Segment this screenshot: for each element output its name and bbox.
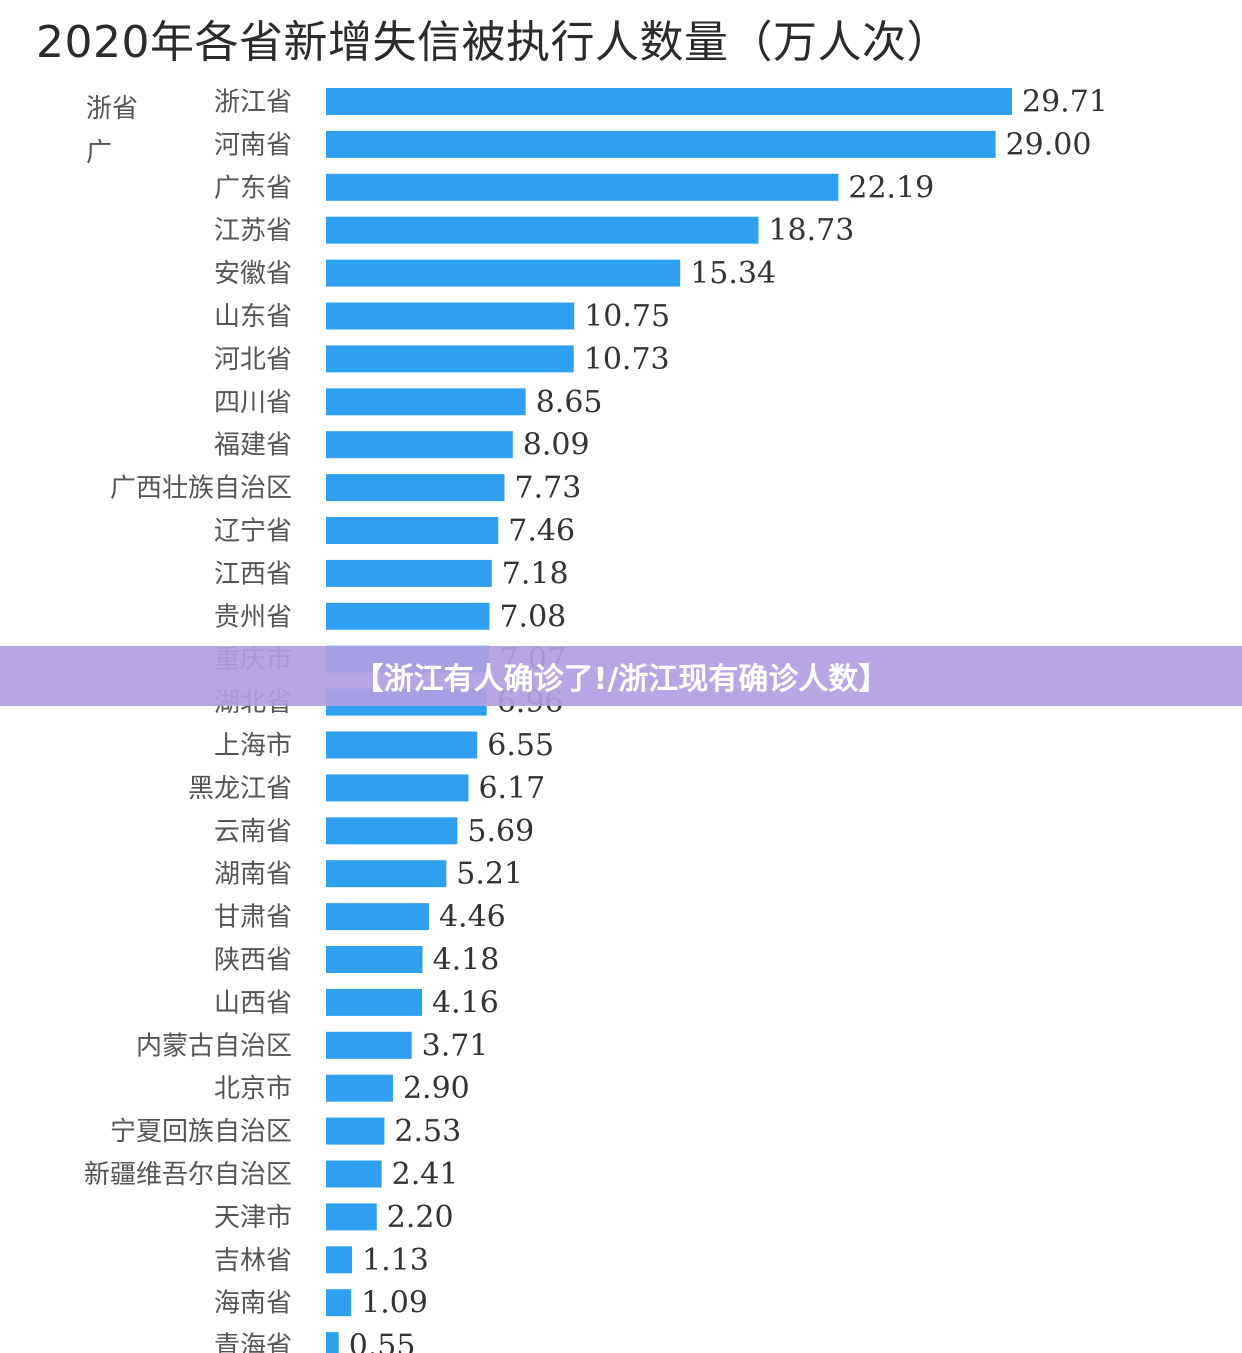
category-label: 山西省 [214, 988, 292, 1018]
category-label: 广东省 [214, 173, 292, 203]
value-label: 1.09 [361, 1286, 428, 1321]
category-label: 北京市 [214, 1074, 292, 1104]
value-label: 10.75 [584, 299, 670, 334]
bar [326, 731, 478, 759]
category-label: 宁夏回族自治区 [110, 1117, 292, 1147]
category-label: 山东省 [214, 302, 292, 332]
value-label: 29.00 [1006, 127, 1092, 162]
category-label: 新疆维吾尔自治区 [84, 1160, 292, 1190]
category-label: 黑龙江省 [188, 774, 292, 804]
bar [326, 1160, 382, 1188]
bar [326, 88, 1012, 115]
value-label: 4.18 [433, 943, 500, 978]
value-label: 6.55 [487, 728, 554, 763]
bar [326, 130, 996, 158]
value-label: 10.73 [584, 342, 670, 377]
value-label: 6.17 [478, 771, 545, 806]
bar [326, 388, 526, 416]
value-label: 2.53 [394, 1114, 461, 1149]
bar [326, 173, 839, 201]
value-label: 22.19 [848, 170, 934, 205]
side-note-1: 浙省 [86, 94, 139, 124]
category-label: 天津市 [214, 1203, 292, 1233]
value-label: 29.71 [1022, 85, 1108, 120]
bar [326, 1289, 352, 1317]
value-label: 3.71 [422, 1028, 489, 1063]
category-label: 上海市 [214, 731, 292, 761]
category-label: 海南省 [214, 1289, 292, 1319]
bar [326, 903, 429, 931]
value-label: 2.90 [403, 1071, 470, 1106]
bar [326, 259, 681, 287]
bar [326, 1246, 353, 1274]
category-label: 青海省 [214, 1332, 292, 1353]
value-label: 2.20 [387, 1200, 454, 1235]
category-label: 江苏省 [214, 216, 292, 246]
category-label: 四川省 [214, 388, 292, 418]
bar [326, 345, 574, 373]
bar [326, 860, 447, 888]
value-label: 7.18 [502, 556, 569, 591]
value-label: 4.46 [439, 900, 506, 935]
value-label: 15.34 [690, 256, 776, 291]
chart-title: 2020年各省新增失信被执行人数量（万人次） [36, 17, 951, 68]
bar [326, 774, 469, 802]
value-label: 4.16 [432, 985, 499, 1020]
bar [326, 602, 490, 630]
side-note-2: 广 [86, 138, 113, 168]
bar [326, 474, 505, 502]
bar [326, 517, 499, 544]
category-label: 安徽省 [214, 259, 292, 289]
bar [326, 946, 423, 973]
category-label: 陕西省 [214, 946, 292, 976]
category-label: 湖南省 [214, 860, 292, 890]
bar [326, 1332, 339, 1353]
value-label: 0.55 [349, 1329, 416, 1353]
category-label: 福建省 [214, 431, 292, 461]
category-label: 内蒙古自治区 [136, 1031, 292, 1061]
bar [326, 1031, 412, 1059]
category-label: 辽宁省 [214, 517, 292, 547]
value-label: 8.65 [536, 385, 603, 420]
value-label: 2.41 [392, 1157, 459, 1192]
value-label: 1.13 [362, 1243, 429, 1278]
category-label: 广西壮族自治区 [110, 474, 292, 504]
category-label: 吉林省 [214, 1246, 292, 1276]
bar [326, 216, 759, 244]
category-label: 河南省 [214, 130, 292, 160]
value-label: 5.69 [467, 814, 534, 849]
value-label: 8.09 [523, 428, 590, 463]
category-label: 江西省 [214, 559, 292, 589]
value-label: 18.73 [768, 213, 854, 248]
bar [326, 431, 513, 459]
bar [326, 817, 458, 845]
category-label: 河北省 [214, 345, 292, 375]
category-label: 云南省 [214, 817, 292, 847]
value-label: 7.46 [508, 514, 575, 549]
category-label: 甘肃省 [214, 903, 292, 933]
value-label: 7.08 [499, 599, 566, 634]
bar [326, 1074, 393, 1102]
bar [326, 988, 423, 1016]
overlay-banner[interactable]: 【浙江有人确诊了!/浙江现有确诊人数】 [0, 646, 1242, 706]
bar [326, 1117, 385, 1145]
bar [326, 302, 575, 330]
value-label: 5.21 [456, 857, 523, 892]
bar [326, 1203, 377, 1231]
value-label: 7.73 [514, 471, 581, 506]
category-label: 贵州省 [214, 602, 292, 632]
category-label: 浙江省 [214, 88, 292, 118]
bar [326, 559, 492, 587]
